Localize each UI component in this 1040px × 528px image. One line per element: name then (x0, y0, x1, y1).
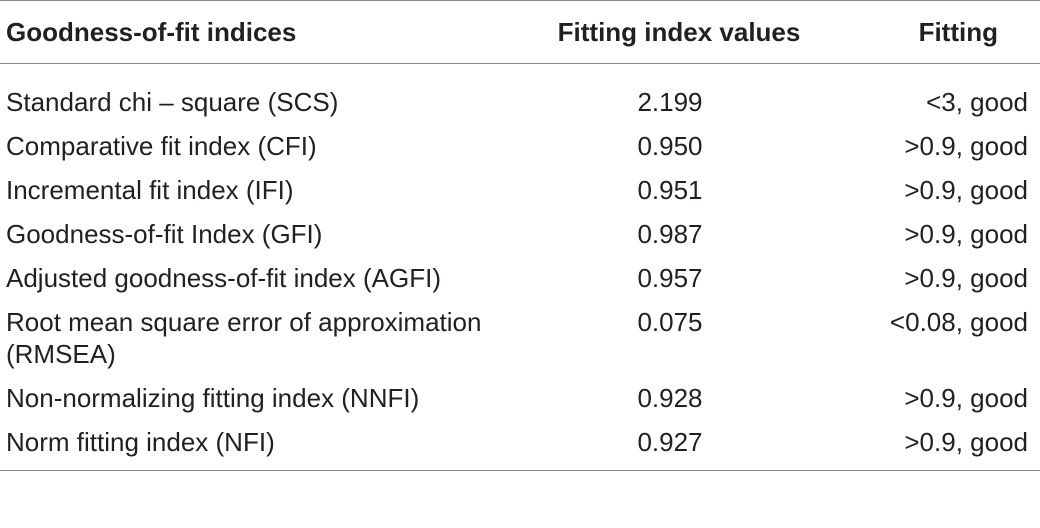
index-value-cell: 0.951 (637, 175, 703, 205)
fitting-cell: >0.9, good (904, 427, 1028, 457)
index-value-cell: 0.928 (637, 383, 703, 413)
fitting-cell: <3, good (926, 87, 1028, 117)
table-row: Standard chi – square (SCS) 2.199 <3, go… (0, 64, 1040, 125)
table-row: Goodness-of-fit Index (GFI) 0.987 >0.9, … (0, 212, 1040, 256)
index-name-cell: Incremental fit index (IFI) (6, 175, 294, 205)
table-row: Incremental fit index (IFI) 0.951 >0.9, … (0, 168, 1040, 212)
fitting-cell: >0.9, good (904, 131, 1028, 161)
index-value-cell: 0.957 (637, 263, 703, 293)
index-name-cell: Standard chi – square (SCS) (6, 87, 339, 117)
index-name-cell: Root mean square error of approximation … (6, 307, 482, 369)
index-value-cell: 0.075 (637, 307, 703, 337)
index-name-cell: Goodness-of-fit Index (GFI) (6, 219, 323, 249)
table-row: Adjusted goodness-of-fit index (AGFI) 0.… (0, 256, 1040, 300)
index-value-cell: 0.950 (637, 131, 703, 161)
fitting-cell: >0.9, good (904, 175, 1028, 205)
fit-indices-table: Goodness-of-fit indices Fitting index va… (0, 0, 1040, 471)
header-goodness-of-fit-indices: Goodness-of-fit indices (6, 16, 297, 47)
fitting-cell: >0.9, good (904, 383, 1028, 413)
fitting-cell: >0.9, good (904, 263, 1028, 293)
table-row: Non-normalizing fitting index (NNFI) 0.9… (0, 376, 1040, 420)
index-value-cell: 0.927 (637, 427, 703, 457)
header-fitting-index-values: Fitting index values (557, 16, 801, 47)
fitting-cell: <0.08, good (889, 307, 1028, 337)
table-row: Root mean square error of approximation … (0, 300, 1040, 376)
index-name-cell: Comparative fit index (CFI) (6, 131, 317, 161)
header-fitting: Fitting (918, 16, 998, 47)
header-row: Goodness-of-fit indices Fitting index va… (0, 0, 1040, 64)
index-value-cell: 2.199 (637, 87, 703, 117)
table-row: Norm fitting index (NFI) 0.927 >0.9, goo… (0, 420, 1040, 471)
table-body: Standard chi – square (SCS) 2.199 <3, go… (0, 64, 1040, 471)
table-row: Comparative fit index (CFI) 0.950 >0.9, … (0, 124, 1040, 168)
index-name-cell: Norm fitting index (NFI) (6, 427, 275, 457)
index-name-cell: Non-normalizing fitting index (NNFI) (6, 383, 420, 413)
table-header: Goodness-of-fit indices Fitting index va… (0, 0, 1040, 64)
fitting-cell: >0.9, good (904, 219, 1028, 249)
index-value-cell: 0.987 (637, 219, 703, 249)
index-name-cell: Adjusted goodness-of-fit index (AGFI) (6, 263, 441, 293)
